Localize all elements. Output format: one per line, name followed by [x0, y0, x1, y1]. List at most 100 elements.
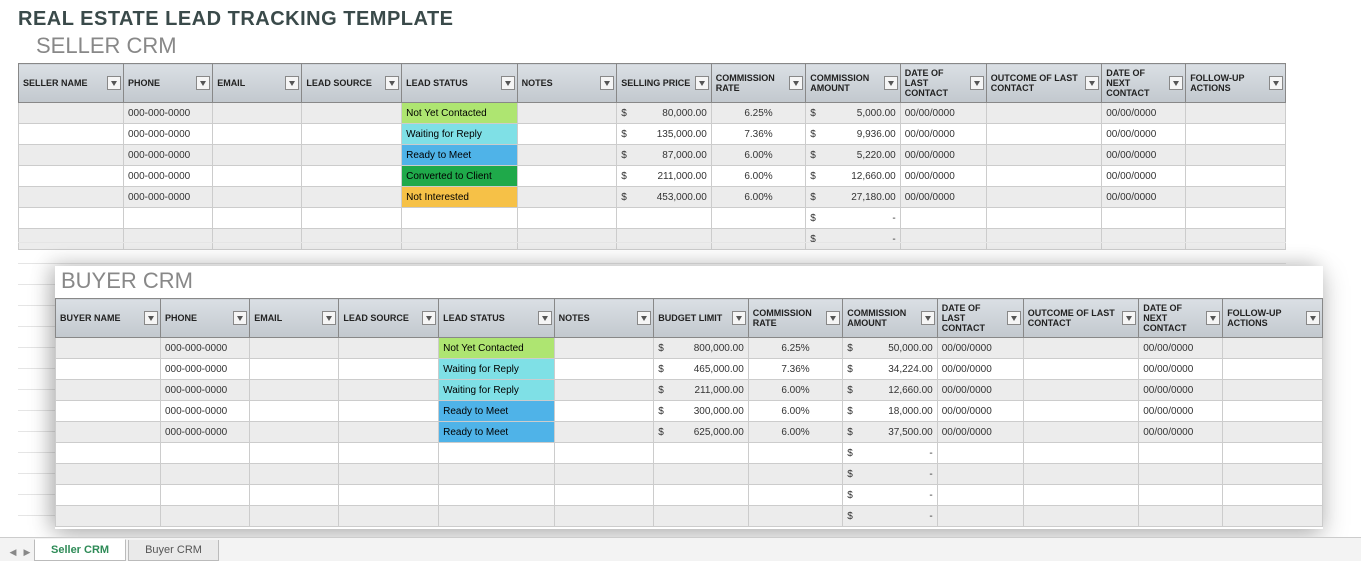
cell-name[interactable] — [56, 338, 161, 359]
cell-outcome[interactable] — [986, 166, 1101, 187]
filter-dropdown-icon[interactable] — [600, 76, 614, 90]
cell-outcome[interactable] — [1023, 422, 1138, 443]
cell-price[interactable]: $211,000.00 — [617, 166, 711, 187]
cell-email[interactable] — [250, 359, 339, 380]
filter-dropdown-icon[interactable] — [322, 311, 336, 325]
cell-notes[interactable] — [554, 485, 654, 506]
cell-email[interactable] — [213, 166, 302, 187]
cell-name[interactable] — [19, 145, 124, 166]
cell-phone[interactable]: 000-000-0000 — [160, 422, 249, 443]
cell-rate[interactable]: 6.25% — [748, 338, 842, 359]
cell-source[interactable] — [339, 443, 439, 464]
cell-outcome[interactable] — [1023, 380, 1138, 401]
cell-status[interactable]: Waiting for Reply — [439, 380, 554, 401]
cell-follow[interactable] — [1223, 359, 1323, 380]
cell-status[interactable]: Not Interested — [402, 187, 517, 208]
tab-buyer-crm[interactable]: Buyer CRM — [128, 540, 219, 561]
cell-rate[interactable] — [748, 485, 842, 506]
cell-amount[interactable]: $- — [843, 485, 937, 506]
cell-next[interactable]: 00/00/0000 — [1139, 422, 1223, 443]
cell-follow[interactable] — [1223, 464, 1323, 485]
cell-name[interactable] — [19, 187, 124, 208]
cell-price[interactable]: $135,000.00 — [617, 124, 711, 145]
cell-status[interactable]: Ready to Meet — [439, 422, 554, 443]
cell-phone[interactable]: 000-000-0000 — [160, 359, 249, 380]
cell-status[interactable] — [439, 485, 554, 506]
cell-email[interactable] — [250, 338, 339, 359]
cell-notes[interactable] — [554, 401, 654, 422]
cell-last[interactable]: 00/00/0000 — [937, 359, 1023, 380]
cell-rate[interactable] — [748, 443, 842, 464]
cell-next[interactable] — [1139, 485, 1223, 506]
cell-status[interactable]: Ready to Meet — [402, 145, 517, 166]
tab-scroll-right-icon[interactable]: ▶ — [20, 543, 34, 561]
cell-amount[interactable]: $18,000.00 — [843, 401, 937, 422]
cell-phone[interactable]: 000-000-0000 — [160, 338, 249, 359]
cell-status[interactable]: Waiting for Reply — [439, 359, 554, 380]
filter-dropdown-icon[interactable] — [285, 76, 299, 90]
cell-source[interactable] — [339, 338, 439, 359]
filter-dropdown-icon[interactable] — [826, 311, 840, 325]
cell-name[interactable] — [56, 401, 161, 422]
filter-dropdown-icon[interactable] — [1206, 311, 1220, 325]
cell-phone[interactable]: 000-000-0000 — [123, 145, 212, 166]
filter-dropdown-icon[interactable] — [1169, 76, 1183, 90]
cell-amount[interactable]: $- — [843, 464, 937, 485]
cell-notes[interactable] — [554, 443, 654, 464]
cell-price[interactable] — [654, 506, 748, 527]
cell-next[interactable]: 00/00/0000 — [1139, 338, 1223, 359]
cell-follow[interactable] — [1223, 422, 1323, 443]
cell-status[interactable]: Not Yet Contacted — [439, 338, 554, 359]
cell-notes[interactable] — [554, 380, 654, 401]
filter-dropdown-icon[interactable] — [1122, 311, 1136, 325]
cell-notes[interactable] — [554, 506, 654, 527]
cell-rate[interactable]: 7.36% — [711, 124, 805, 145]
cell-notes[interactable] — [554, 359, 654, 380]
cell-source[interactable] — [339, 422, 439, 443]
cell-outcome[interactable] — [1023, 506, 1138, 527]
cell-rate[interactable]: 6.25% — [711, 103, 805, 124]
cell-notes[interactable] — [517, 166, 617, 187]
cell-price[interactable] — [654, 443, 748, 464]
cell-last[interactable]: 00/00/0000 — [937, 401, 1023, 422]
cell-source[interactable] — [339, 401, 439, 422]
cell-phone[interactable]: 000-000-0000 — [160, 380, 249, 401]
cell-notes[interactable] — [517, 124, 617, 145]
cell-name[interactable] — [56, 443, 161, 464]
filter-dropdown-icon[interactable] — [1269, 76, 1283, 90]
cell-amount[interactable]: $37,500.00 — [843, 422, 937, 443]
cell-amount[interactable]: $9,936.00 — [806, 124, 900, 145]
cell-source[interactable] — [339, 380, 439, 401]
cell-last[interactable]: 00/00/0000 — [900, 103, 986, 124]
cell-next[interactable]: 00/00/0000 — [1139, 380, 1223, 401]
cell-last[interactable] — [937, 506, 1023, 527]
filter-dropdown-icon[interactable] — [196, 76, 210, 90]
cell-name[interactable] — [56, 380, 161, 401]
cell-last[interactable]: 00/00/0000 — [937, 380, 1023, 401]
cell-amount[interactable]: $5,220.00 — [806, 145, 900, 166]
cell-outcome[interactable] — [1023, 401, 1138, 422]
cell-follow[interactable] — [1223, 401, 1323, 422]
cell-notes[interactable] — [517, 187, 617, 208]
filter-dropdown-icon[interactable] — [921, 311, 935, 325]
cell-source[interactable] — [339, 359, 439, 380]
cell-email[interactable] — [213, 103, 302, 124]
cell-last[interactable] — [937, 464, 1023, 485]
cell-next[interactable]: 00/00/0000 — [1139, 401, 1223, 422]
cell-phone[interactable]: 000-000-0000 — [160, 401, 249, 422]
cell-outcome[interactable] — [986, 103, 1101, 124]
filter-dropdown-icon[interactable] — [789, 76, 803, 90]
cell-source[interactable] — [302, 103, 402, 124]
cell-name[interactable] — [19, 166, 124, 187]
cell-next[interactable]: 00/00/0000 — [1102, 187, 1186, 208]
cell-rate[interactable]: 6.00% — [748, 401, 842, 422]
cell-status[interactable] — [439, 464, 554, 485]
filter-dropdown-icon[interactable] — [1085, 76, 1099, 90]
cell-name[interactable] — [56, 506, 161, 527]
cell-rate[interactable] — [748, 506, 842, 527]
cell-next[interactable]: 00/00/0000 — [1102, 145, 1186, 166]
filter-dropdown-icon[interactable] — [732, 311, 746, 325]
cell-source[interactable] — [339, 506, 439, 527]
cell-next[interactable]: 00/00/0000 — [1139, 359, 1223, 380]
cell-phone[interactable]: 000-000-0000 — [123, 103, 212, 124]
